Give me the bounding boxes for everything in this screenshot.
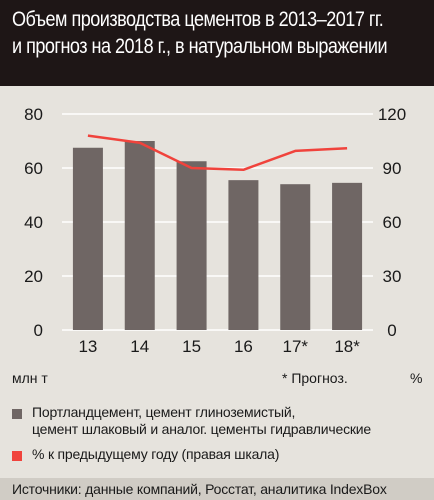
x-tick-label-14: 14 bbox=[130, 337, 149, 356]
legend-line-swatch bbox=[12, 451, 22, 461]
y2-axis-label: % bbox=[410, 370, 422, 386]
bar-17 bbox=[280, 184, 311, 330]
bar-13 bbox=[72, 147, 103, 330]
y-axis-label: млн т bbox=[12, 370, 48, 386]
y2-tick-label-120: 120 bbox=[378, 105, 406, 124]
y-tick-label-0: 0 bbox=[34, 321, 43, 340]
legend-bar-swatch bbox=[12, 409, 22, 419]
bar-14 bbox=[124, 141, 155, 330]
y-tick-label-40: 40 bbox=[24, 213, 43, 232]
y2-tick-label-0: 0 bbox=[387, 321, 396, 340]
series-line-percent bbox=[87, 134, 348, 172]
y-tick-label-20: 20 bbox=[24, 267, 43, 286]
chart-title: Объем производства цементов в 2013–2017 … bbox=[0, 0, 434, 86]
legend-bar-label-line-2: цемент шлаковый и аналог. цементы гидрав… bbox=[32, 421, 371, 437]
legend-item-line: % к предыдущему году (правая шкала) bbox=[12, 446, 371, 463]
legend-item-bars: Портландцемент, цемент глиноземистый, це… bbox=[12, 404, 371, 438]
bar-15 bbox=[176, 161, 207, 330]
y-tick-label-60: 60 bbox=[24, 159, 43, 178]
y2-tick-label-30: 30 bbox=[383, 267, 402, 286]
title-line-2: и прогноз на 2018 г., в натуральном выра… bbox=[12, 35, 388, 58]
y2-tick-label-60: 60 bbox=[383, 213, 402, 232]
bar-16 bbox=[228, 180, 259, 330]
legend-line-label: % к предыдущему году (правая шкала) bbox=[32, 446, 280, 462]
chart-plot: 0 20 40 60 80 0 30 60 90 120 13 14 15 16 17* 18* млн т * … bbox=[12, 105, 422, 386]
x-tick-label-16: 16 bbox=[234, 337, 253, 356]
x-tick-label-15: 15 bbox=[182, 337, 201, 356]
x-tick-label-18: 18* bbox=[334, 337, 360, 356]
legend-bar-label-line-1: Портландцемент, цемент глиноземистый, bbox=[32, 404, 296, 420]
x-tick-label-17: 17* bbox=[282, 337, 308, 356]
legend: Портландцемент, цемент глиноземистый, це… bbox=[12, 404, 371, 471]
source-note: Источники: данные компаний, Росстат, ана… bbox=[0, 478, 434, 500]
y2-tick-label-90: 90 bbox=[383, 159, 402, 178]
x-tick-label-13: 13 bbox=[78, 337, 97, 356]
y-tick-label-80: 80 bbox=[24, 105, 43, 124]
forecast-note: * Прогноз. bbox=[282, 370, 348, 386]
bar-18 bbox=[332, 182, 363, 330]
title-line-1: Объем производства цементов в 2013–2017 … bbox=[12, 8, 384, 31]
